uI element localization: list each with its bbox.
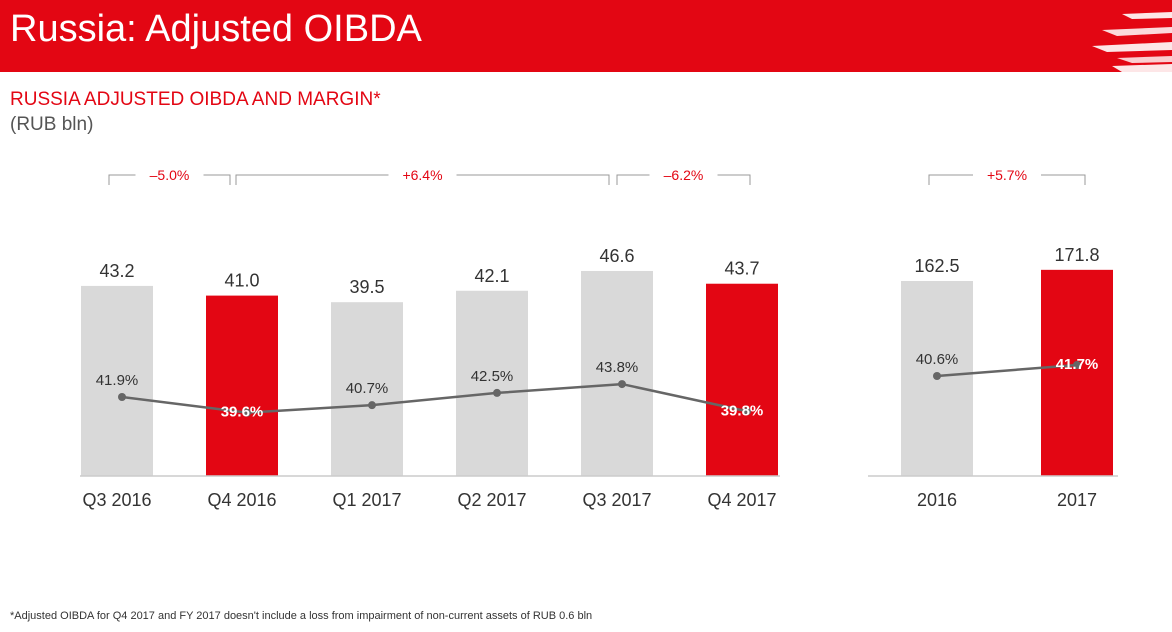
- margin-label: 42.5%: [471, 368, 514, 385]
- bar-value-label: 46.6: [599, 246, 634, 266]
- margin-label: 41.7%: [1056, 356, 1099, 373]
- bar-q4-2017: [706, 283, 778, 476]
- bar-q2-2017: [456, 290, 528, 476]
- footnote: *Adjusted OIBDA for Q4 2017 and FY 2017 …: [10, 610, 593, 622]
- category-label: Q2 2017: [457, 490, 526, 510]
- margin-label: 41.9%: [96, 372, 139, 389]
- margin-label: 39.6%: [221, 404, 264, 421]
- bar-value-label: 171.8: [1054, 245, 1099, 265]
- margin-point: [493, 388, 501, 397]
- growth-label: +5.7%: [987, 167, 1027, 183]
- category-label: Q3 2017: [582, 490, 651, 510]
- margin-point: [933, 372, 941, 380]
- margin-line: [936, 363, 1078, 378]
- growth-bracket-right: [203, 174, 231, 185]
- growth-label: +6.4%: [402, 167, 442, 183]
- margin-label: 40.7%: [346, 380, 389, 397]
- bar-value-label: 43.2: [99, 261, 134, 281]
- growth-label: –6.2%: [664, 167, 704, 183]
- margin-point: [368, 401, 376, 410]
- bar-q3-2017: [581, 270, 653, 476]
- category-label: Q3 2016: [82, 490, 151, 510]
- oibda-chart: 43.2 Q3 2016 41.0 Q4 2016 39.5 Q1 2017 42.1 Q2 …: [80, 167, 1118, 510]
- margin-label: 39.8%: [721, 402, 764, 419]
- category-label: Q4 2016: [207, 490, 276, 510]
- margin-point: [618, 380, 626, 389]
- bar-value-label: 41.0: [224, 271, 259, 291]
- margin-label: 43.8%: [596, 359, 639, 376]
- growth-bracket-left: [108, 174, 136, 185]
- bar-value-label: 162.5: [914, 256, 959, 276]
- chart-subtitle: RUSSIA ADJUSTED OIBDA AND MARGIN*: [10, 89, 381, 110]
- bar-2017: [1041, 269, 1113, 476]
- bar-q4-2016: [206, 295, 278, 476]
- growth-bracket-right: [717, 174, 751, 185]
- page-title: Russia: Adjusted OIBDA: [10, 8, 422, 50]
- growth-bracket-left: [616, 174, 650, 185]
- margin-point: [243, 408, 251, 417]
- bar-value-label: 42.1: [474, 266, 509, 286]
- margin-label: 40.6%: [916, 351, 959, 368]
- growth-label: –5.0%: [150, 167, 190, 183]
- growth-bracket-left: [235, 174, 389, 185]
- margin-point: [1073, 361, 1081, 369]
- category-label: Q4 2017: [707, 490, 776, 510]
- bar-q1-2017: [331, 302, 403, 476]
- margin-point: [118, 393, 126, 401]
- growth-bracket-right: [1041, 174, 1086, 185]
- chart-unit: (RUB bln): [10, 114, 94, 135]
- category-label: Q1 2017: [332, 490, 401, 510]
- margin-line: [121, 382, 748, 414]
- margin-point: [743, 407, 751, 416]
- header-banner: Russia: Adjusted OIBDA: [0, 0, 1172, 72]
- growth-bracket-left: [928, 174, 973, 185]
- brush-decoration-icon: [1062, 0, 1172, 72]
- growth-bracket-right: [456, 174, 610, 185]
- category-label: 2016: [917, 490, 957, 510]
- bar-value-label: 43.7: [724, 259, 759, 279]
- bar-value-label: 39.5: [349, 277, 384, 297]
- category-label: 2017: [1057, 490, 1097, 510]
- bar-q3-2016: [81, 285, 153, 476]
